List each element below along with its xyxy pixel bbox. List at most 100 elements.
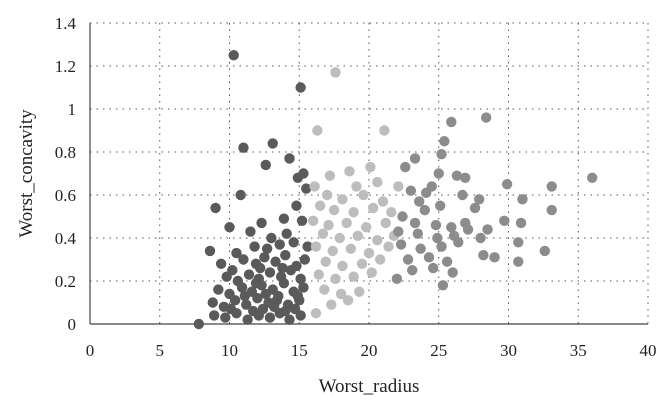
grid [90,22,649,324]
scatter-point [409,217,421,229]
scatter-point [420,187,432,199]
scatter-point [309,181,320,192]
scatter-point [208,310,220,321]
scatter-point [330,67,341,78]
scatter-point [345,243,357,254]
scatter-point [299,254,311,265]
scatter-point [475,232,486,244]
scatter-point [363,247,375,259]
scatter-point [447,267,458,278]
scatter-point [228,50,239,61]
scatter-point [248,305,259,317]
scatter-point [281,228,292,239]
scatter-point [323,219,334,231]
scatter-point [412,228,424,239]
scatter-point [278,277,290,289]
scatter-point [298,282,309,293]
scatter-point [210,202,221,214]
scatter-point [453,237,464,248]
scatter-point [312,125,323,136]
scatter-point [264,312,276,323]
scatter-point [295,273,306,285]
scatter-point [546,204,557,216]
scatter-point [348,207,359,218]
scatter-point [224,222,235,233]
scatter-point [254,262,266,274]
scatter-point [356,258,368,269]
scatter-point [229,295,241,306]
scatter-point [437,280,449,291]
scatter-point [436,148,447,160]
scatter-point [513,256,524,267]
scatter-point [391,273,403,285]
scatter-point [414,196,425,207]
scatter-point [249,241,260,252]
scatter-point [372,176,383,188]
scatter-point [430,219,442,231]
scatter-point [344,166,355,177]
scatter-point [317,228,329,239]
scatter-point [260,288,271,300]
scatter-point [284,153,295,164]
scatter-point [462,224,474,235]
scatter-point [348,271,359,282]
scatter-point [321,189,333,201]
scatter-point [395,239,407,250]
scatter-point [432,232,443,244]
scatter-point [405,185,417,196]
scatter-point [261,243,273,254]
scatter-point [252,293,263,304]
scatter-point [337,260,348,272]
scatter-point [501,179,513,190]
scatter-point [423,252,435,263]
scatter-point [354,286,365,297]
scatter-point [457,189,468,201]
scatter-point [271,295,283,306]
scatter-point [319,284,330,295]
scatter-point [341,217,352,229]
x-tick-label: 0 [86,341,95,360]
scatter-point [474,194,485,205]
x-axis-title: Worst_radius [319,376,420,397]
scatter-point [366,267,377,278]
scatter-point [499,215,510,226]
scatter-point [517,194,528,205]
scatter-point [257,303,269,315]
scatter-point [480,112,492,123]
data-points [193,50,598,330]
scatter-point [288,237,299,248]
scatter-point [220,312,231,323]
scatter-point [330,273,341,285]
scatter-point [439,136,450,147]
scatter-point [259,252,270,263]
scatter-point [231,247,242,259]
scatter-point [308,215,319,226]
scatter-point [285,265,297,276]
scatter-point [242,314,253,325]
scatter-point [302,241,313,252]
scatter-point [245,226,256,237]
scatter-point [386,207,397,218]
scatter-point [546,181,557,192]
y-tick-label: 0.6 [55,186,76,205]
scatter-point [469,202,481,214]
scatter-point [335,288,347,300]
scatter-point [365,161,376,173]
scatter-point [193,318,205,330]
scatter-point [409,153,421,164]
scatter-point [291,200,302,211]
scatter-point [515,217,527,229]
scatter-point [207,297,218,308]
scatter-point [238,254,249,265]
scatter-point [587,172,598,183]
scatter-point [239,290,251,302]
scatter-point [324,170,336,181]
scatter-point [361,222,372,233]
scatter-point [402,254,414,265]
scatter-point [460,172,471,183]
y-tick-label: 1.2 [55,57,76,76]
scatter-point [221,271,232,282]
scatter-point [327,245,338,257]
